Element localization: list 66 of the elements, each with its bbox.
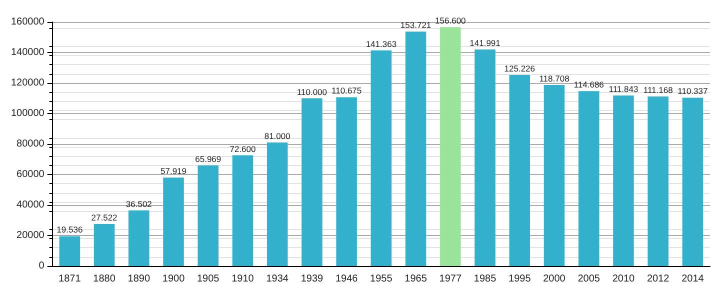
x-tick-label: 1900 xyxy=(162,274,186,284)
data-label: 110.675 xyxy=(332,86,362,96)
bar xyxy=(128,210,150,266)
x-tick-label: 2005 xyxy=(578,274,600,284)
y-tick-label: 160000 xyxy=(10,16,45,28)
bar xyxy=(613,95,634,266)
x-tick-label: 1977 xyxy=(439,274,462,284)
data-label: 110.337 xyxy=(678,86,708,96)
x-tick-label: 1985 xyxy=(474,274,497,284)
bar xyxy=(232,155,254,266)
bar xyxy=(59,236,80,266)
x-tick-label: 1946 xyxy=(335,274,358,284)
x-tick-label: 1871 xyxy=(58,274,82,284)
data-label: 111.843 xyxy=(608,84,638,94)
x-tick-label: 1910 xyxy=(232,274,254,284)
y-tick-label: 120000 xyxy=(10,78,45,88)
bar xyxy=(302,98,322,266)
x-tick-label: 1955 xyxy=(370,274,393,284)
bar xyxy=(336,97,357,266)
bar xyxy=(440,27,461,266)
x-tick-label: 1890 xyxy=(128,274,150,284)
x-tick-label: 1995 xyxy=(508,274,532,284)
data-label: 110.000 xyxy=(296,86,328,97)
bar xyxy=(163,178,184,266)
data-label: 36.502 xyxy=(126,198,152,209)
y-tick-label: 140000 xyxy=(10,47,45,58)
data-label: 156.600 xyxy=(435,16,466,26)
x-tick-label: 2012 xyxy=(646,274,670,284)
bar xyxy=(578,91,600,266)
y-tick-label: 80000 xyxy=(16,138,45,150)
data-label: 141.363 xyxy=(366,38,397,49)
data-label: 111.168 xyxy=(643,84,674,95)
bar xyxy=(266,142,288,266)
x-tick-label: 1880 xyxy=(93,274,116,284)
bar xyxy=(198,165,219,266)
data-label: 118.708 xyxy=(539,73,570,84)
y-tick-label: 40000 xyxy=(16,200,45,210)
bar xyxy=(94,224,115,266)
x-tick-label: 1939 xyxy=(300,274,324,284)
data-label: 125.226 xyxy=(504,64,536,74)
x-tick-label: 1934 xyxy=(266,274,289,284)
x-tick-label: 1905 xyxy=(197,274,220,284)
bar xyxy=(405,32,426,266)
data-label: 81.000 xyxy=(264,130,291,141)
data-label: 57.919 xyxy=(160,166,187,176)
y-tick-label: 100000 xyxy=(10,108,45,119)
data-label: 19.536 xyxy=(56,224,83,235)
y-tick-label: 20000 xyxy=(16,230,45,241)
bar xyxy=(648,96,668,266)
data-label: 153.721 xyxy=(400,20,432,30)
bar xyxy=(682,98,704,266)
x-tick-label: 2014 xyxy=(682,274,704,284)
bar xyxy=(370,50,392,266)
x-tick-label: 2010 xyxy=(612,274,636,284)
x-tick-label: 1965 xyxy=(404,274,428,284)
y-tick-label: 60000 xyxy=(16,169,45,180)
bar xyxy=(474,49,496,266)
data-label: 65.969 xyxy=(195,154,222,164)
bar xyxy=(544,84,565,266)
bar xyxy=(509,75,530,266)
data-label: 114.686 xyxy=(574,80,604,90)
data-label: 27.522 xyxy=(91,212,118,223)
x-tick-label: 2000 xyxy=(543,274,566,284)
y-tick-label: 0 xyxy=(38,260,45,272)
data-label: 72.600 xyxy=(230,144,256,154)
data-label: 141.991 xyxy=(470,38,501,48)
